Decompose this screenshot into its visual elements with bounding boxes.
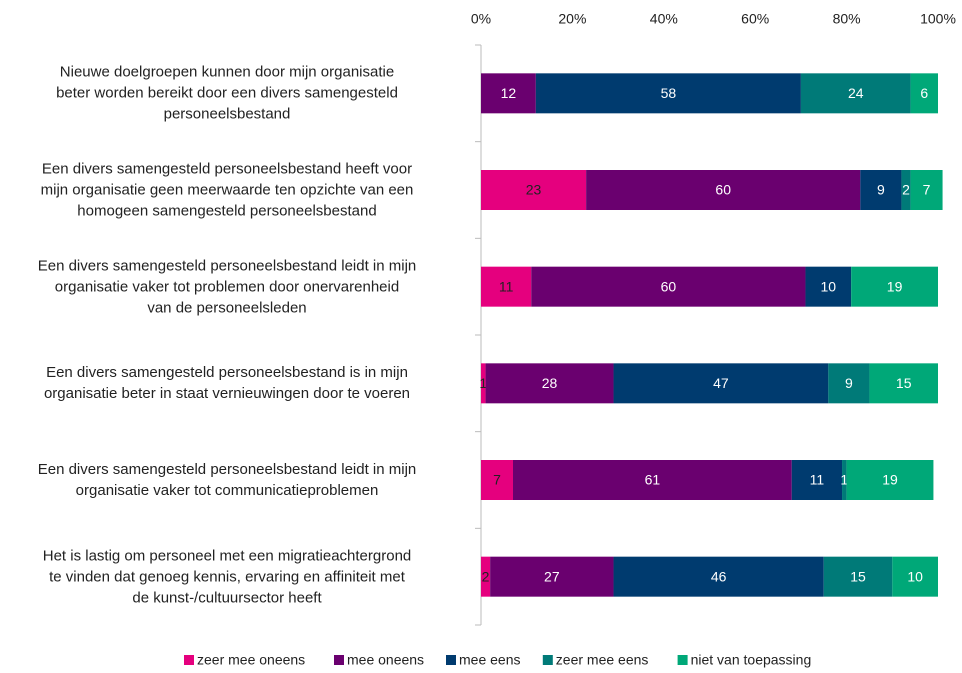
- data-label: 27: [544, 568, 560, 584]
- x-tick-label: 100%: [920, 11, 956, 27]
- category-label: Een divers samengesteld personeelsbestan…: [37, 461, 417, 499]
- bar-segment: [828, 363, 870, 404]
- bar-segment: [851, 266, 938, 307]
- bar-segment: [823, 556, 893, 597]
- bar-segment: [860, 170, 902, 210]
- legend-label: niet van toepassing: [691, 652, 812, 668]
- category-label: Een divers samengesteld personeelsbestan…: [37, 257, 417, 317]
- bar-segment: [535, 73, 801, 114]
- bar-segment: [512, 460, 792, 500]
- data-label: 2: [482, 568, 490, 584]
- legend-label: zeer mee eens: [556, 652, 649, 668]
- data-label: 10: [907, 568, 923, 584]
- legend-label: mee eens: [459, 652, 520, 668]
- data-label: 47: [713, 375, 729, 391]
- bar-segment: [481, 363, 486, 404]
- bar-segment: [481, 73, 536, 114]
- bar-segment: [901, 170, 911, 210]
- bar-segment: [892, 556, 938, 597]
- x-tick-label: 40%: [650, 11, 678, 27]
- bar-segment: [791, 460, 843, 500]
- bar-segment: [531, 266, 806, 307]
- bar-segment: [910, 170, 943, 210]
- bar-segment: [613, 556, 824, 597]
- legend-swatch: [542, 655, 553, 665]
- category-label: Een divers samengesteld personeelsbestan…: [40, 160, 414, 220]
- bar-segment: [586, 170, 861, 210]
- x-tick-label: 20%: [558, 11, 586, 27]
- data-label: 6: [920, 85, 928, 101]
- data-label: 28: [542, 375, 558, 391]
- data-label: 60: [715, 182, 731, 198]
- legend-swatch: [334, 655, 344, 665]
- bar-segment: [846, 460, 934, 500]
- data-label: 58: [661, 85, 677, 101]
- bar-segment: [800, 73, 911, 114]
- data-label: 11: [810, 472, 825, 488]
- data-label: 9: [845, 375, 853, 391]
- bar-segment: [485, 363, 614, 404]
- data-label: 15: [896, 375, 912, 391]
- data-label: 7: [923, 182, 931, 198]
- data-label: 7: [493, 472, 501, 488]
- x-tick-label: 80%: [833, 11, 861, 27]
- bar-segment: [481, 170, 587, 210]
- bar-segment: [869, 363, 938, 404]
- bar-segment: [842, 460, 847, 500]
- bar-segment: [481, 266, 532, 307]
- x-tick-label: 60%: [741, 11, 769, 27]
- data-label: 60: [661, 278, 677, 294]
- data-label: 10: [821, 278, 837, 294]
- bar-segment: [805, 266, 852, 307]
- data-label: 24: [848, 85, 864, 101]
- legend-label: zeer mee oneens: [197, 652, 305, 668]
- legend-swatch: [446, 655, 456, 665]
- bar-segment: [481, 460, 513, 500]
- legend-swatch: [677, 655, 688, 665]
- data-label: 23: [526, 182, 542, 198]
- data-label: 9: [877, 182, 885, 198]
- legend-label: mee oneens: [347, 652, 424, 668]
- legend-swatch: [184, 655, 194, 665]
- data-label: 11: [499, 278, 514, 294]
- category-label: Het is lastig om personeel met een migra…: [42, 547, 412, 607]
- data-label: 1: [479, 375, 487, 391]
- data-label: 46: [711, 568, 727, 584]
- data-label: 19: [882, 472, 898, 488]
- bar-segment: [910, 73, 938, 114]
- data-label: 19: [887, 278, 903, 294]
- bar-segment: [490, 556, 614, 597]
- data-label: 1: [840, 472, 848, 488]
- bar-segment: [481, 556, 491, 597]
- bar-segment: [613, 363, 829, 404]
- data-label: 12: [501, 85, 517, 101]
- category-label: Nieuwe doelgroepen kunnen door mijn orga…: [56, 63, 398, 123]
- data-label: 2: [902, 182, 910, 198]
- data-label: 15: [850, 568, 866, 584]
- data-label: 61: [645, 472, 661, 488]
- category-label: Een divers samengesteld personeelsbestan…: [43, 364, 411, 403]
- x-tick-label: 0%: [471, 11, 491, 27]
